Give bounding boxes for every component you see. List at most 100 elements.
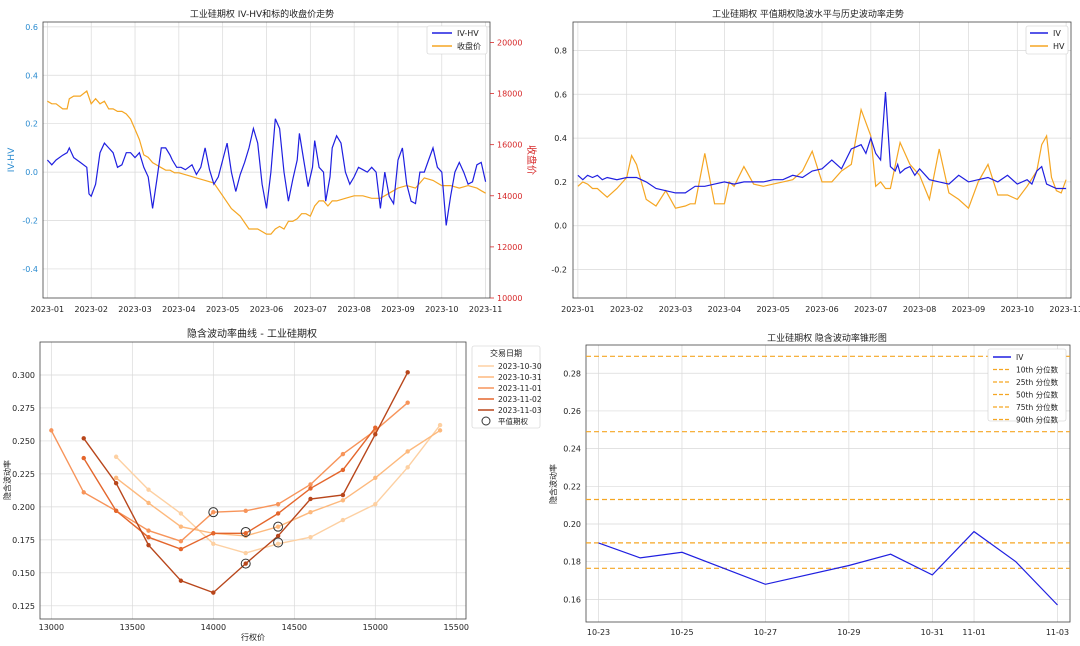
chart-atm-iv-hv: 工业硅期权 平值期权隐波水平与历史波动率走势 2023-01 2023-02 202… <box>551 8 1080 314</box>
chart3-point <box>405 449 410 454</box>
chart3-point <box>243 550 248 556</box>
chart1-xtick-label: 2023-01 <box>31 305 64 314</box>
chart3-point <box>340 517 346 523</box>
chart3-legend-title: 交易日期 <box>490 348 522 358</box>
chart3-ytick-label: 0.250 <box>12 437 35 446</box>
chart3-ytick-label: 0.175 <box>12 536 35 545</box>
chart2-xtick-label: 2023-08 <box>903 305 936 314</box>
chart1-xtick-label: 2023-08 <box>337 305 370 314</box>
chart3-series-2023-11-01 <box>50 402 409 542</box>
chart3-point <box>146 487 151 492</box>
chart1-ytick-label: 0.2 <box>25 120 38 129</box>
chart4-ylabel: 隐含波动率 <box>548 464 558 504</box>
chart3-series-2023-11-02 <box>83 427 376 550</box>
chart4-xtick-label: 11-01 <box>962 628 985 637</box>
chart3-ytick-label: 0.200 <box>12 503 35 512</box>
chart3-ytick-label: 0.300 <box>12 371 35 380</box>
chart3-axes: 13000 13500 14000 14500 15000 15500 0.125 0.150… <box>12 371 469 632</box>
chart-iv-smile: 隐含波动率曲线 - 工业硅期权 13000 13500 14000 14500 1500… <box>2 327 542 642</box>
chart2-ytick-label: 0.4 <box>554 134 567 143</box>
chart2-xtick-label: 2023-04 <box>708 305 741 314</box>
chart2-frame <box>572 21 1072 299</box>
chart3-point <box>405 370 410 375</box>
chart3-point <box>178 524 184 529</box>
chart3-point <box>340 467 346 473</box>
chart3-ytick-label: 0.150 <box>12 569 35 578</box>
chart4-legend-percentile-label: 90th 分位数 <box>1016 415 1059 425</box>
chart1-xtick-label: 2023-04 <box>162 305 195 314</box>
chart3-legend-label: 2023-10-31 <box>498 373 542 382</box>
chart3-point <box>275 533 281 539</box>
chart4-legend-percentile-label: 10th 分位数 <box>1016 365 1059 375</box>
chart1-frame <box>42 21 491 299</box>
chart3-point <box>437 422 443 428</box>
chart1-ytick-label: -0.4 <box>22 265 38 274</box>
chart1-xtick-label: 2023-06 <box>250 305 283 314</box>
chart3-xtick-label: 14500 <box>282 623 307 632</box>
chart3-point <box>405 400 410 405</box>
chart3-point <box>211 541 216 547</box>
chart1-title: 工业硅期权 IV-HV和标的收盘价走势 <box>190 8 334 20</box>
chart4-axes: 10-23 10-25 10-27 10-29 10-31 11-01 11-03 0.16 0… <box>563 369 1069 637</box>
chart3-point <box>113 508 119 514</box>
chart4-ytick-label: 0.24 <box>563 445 581 454</box>
chart1-xtick-label: 2023-05 <box>206 305 239 314</box>
chart1-ytick-label: 0.6 <box>25 23 38 32</box>
chart1-xtick-label: 2023-03 <box>118 305 151 314</box>
chart4-legend-percentile-label: 25th 分位数 <box>1016 377 1059 387</box>
chart3-legend-atm-label: 平值期权 <box>498 416 528 426</box>
chart3-point <box>178 511 184 516</box>
chart1-y2tick-label: 18000 <box>497 90 522 99</box>
chart1-xtick-label: 2023-10 <box>425 305 458 314</box>
chart1-xtick-label: 2023-11 <box>469 305 502 314</box>
chart3-point <box>211 531 216 536</box>
chart3-point <box>146 528 151 533</box>
chart3-ytick-label: 0.275 <box>12 404 35 413</box>
chart3-point <box>243 561 248 566</box>
chart4-xtick-label: 10-31 <box>921 628 944 637</box>
legend-iv-hv-label: IV-HV <box>457 29 479 38</box>
chart1-y2tick-label: 14000 <box>497 192 522 201</box>
chart3-point <box>405 465 410 470</box>
chart3-point <box>373 475 378 481</box>
chart2-xtick-label: 2023-06 <box>805 305 838 314</box>
chart1-legend: IV-HV 收盘价 <box>426 25 488 55</box>
chart1-xtick-label: 2023-09 <box>381 305 414 314</box>
chart1-ytick-label: 0.4 <box>25 71 38 80</box>
chart3-grid <box>40 342 466 619</box>
chart3-legend-atm-marker <box>481 416 491 426</box>
chart3-ytick-label: 0.225 <box>12 470 35 479</box>
chart3-atm-marker <box>273 537 284 548</box>
chart3-point <box>113 454 119 459</box>
chart3-point <box>178 546 184 552</box>
chart2-xtick-label: 2023-02 <box>610 305 643 314</box>
chart3-point <box>373 432 378 437</box>
chart3-xtick-label: 14000 <box>201 623 226 632</box>
chart4-ytick-label: 0.18 <box>563 558 581 567</box>
chart-iv-cone: 工业硅期权 隐含波动率锥形图 10-23 10-25 10-27 10-29 10-31… <box>548 332 1071 637</box>
chart1-lines <box>46 90 487 235</box>
chart3-atm-marker <box>208 507 219 518</box>
chart4-legend: IV 10th 分位数 25th 分位数 50th 分位数 75th 分位数 90th 分… <box>987 348 1067 425</box>
chart3-point <box>211 509 216 515</box>
chart2-xtick-label: 2023-11 <box>1049 305 1080 314</box>
chart4-ytick-label: 0.20 <box>563 520 581 529</box>
chart4-xtick-label: 10-29 <box>837 628 860 637</box>
chart4-ytick-label: 0.16 <box>563 595 581 604</box>
chart1-xtick-label: 2023-07 <box>294 305 327 314</box>
chart4-xtick-label: 10-23 <box>587 628 610 637</box>
chart3-title: 隐含波动率曲线 - 工业硅期权 <box>187 327 317 340</box>
chart2-ytick-label: -0.2 <box>551 266 567 275</box>
chart4-legend-box <box>987 348 1067 422</box>
chart2-xtick-label: 2023-07 <box>854 305 887 314</box>
chart1-ytick-label: -0.2 <box>22 217 38 226</box>
legend-hv-label: HV <box>1053 42 1065 51</box>
chart2-xtick-label: 2023-05 <box>756 305 789 314</box>
chart2-title: 工业硅期权 平值期权隐波水平与历史波动率走势 <box>712 8 904 20</box>
chart3-xtick-label: 15000 <box>363 623 388 632</box>
chart3-legend-label: 2023-11-03 <box>498 406 542 415</box>
chart1-y2tick-label: 20000 <box>497 38 522 47</box>
chart2-ytick-label: 0.2 <box>554 178 567 187</box>
chart3-point <box>340 492 346 498</box>
